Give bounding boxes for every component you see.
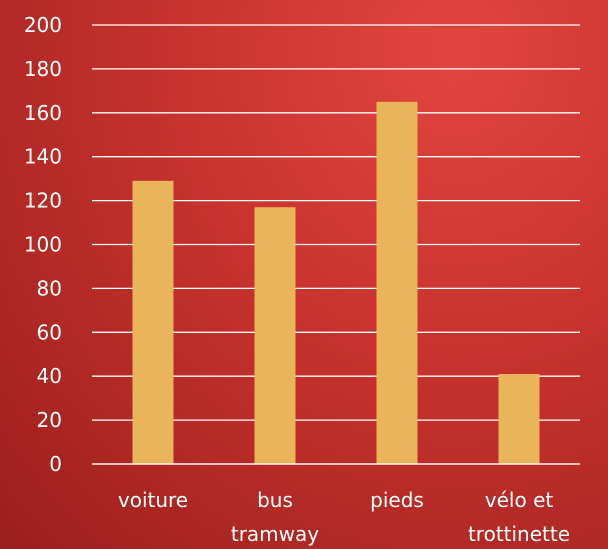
y-tick-label: 160 <box>24 101 62 125</box>
y-tick-label: 80 <box>37 276 62 300</box>
x-category-label: voiture <box>118 488 188 512</box>
y-tick-label: 0 <box>49 452 62 476</box>
y-tick-label: 140 <box>24 145 62 169</box>
y-tick-label: 60 <box>37 320 62 344</box>
bar <box>376 101 418 464</box>
y-tick-label: 100 <box>24 233 62 257</box>
bar <box>498 374 540 464</box>
x-category-label: tramway <box>231 522 319 546</box>
x-category-label: vélo et <box>485 488 554 512</box>
bar <box>132 180 174 464</box>
x-category-label: bus <box>257 488 293 512</box>
y-tick-label: 120 <box>24 189 62 213</box>
bar <box>254 207 296 464</box>
y-tick-label: 40 <box>37 364 62 388</box>
bars <box>132 101 540 464</box>
y-tick-label: 180 <box>24 57 62 81</box>
y-tick-label: 200 <box>24 13 62 37</box>
y-tick-label: 20 <box>37 408 62 432</box>
y-axis-tick-labels: 0 20 40 60 80 100 120 140 160 180 200 <box>24 13 62 476</box>
x-category-label: trottinette <box>468 522 570 546</box>
x-axis-category-labels: voiture bus tramway pieds vélo et trottinette <box>118 488 570 546</box>
x-category-label: pieds <box>370 488 424 512</box>
